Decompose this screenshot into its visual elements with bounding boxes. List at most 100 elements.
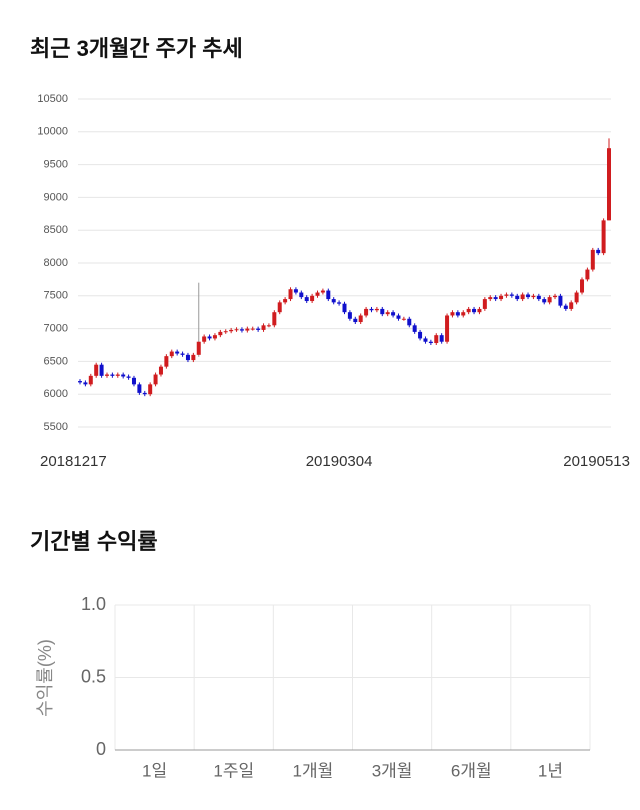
candle-body	[401, 318, 406, 320]
candle-body	[110, 374, 115, 376]
candle-body	[153, 374, 158, 385]
candle-body	[148, 384, 153, 395]
candle-body	[142, 392, 147, 395]
candle-body	[472, 308, 477, 313]
y-tick-label: 6000	[44, 388, 68, 400]
candle-body	[337, 302, 342, 304]
candle-body	[374, 308, 379, 311]
candle-body	[94, 364, 99, 376]
candle-body	[531, 295, 536, 298]
candle-body	[310, 295, 315, 302]
candle-body	[185, 354, 190, 361]
candle-body	[450, 312, 455, 316]
x-tick-label: 3개월	[372, 761, 413, 780]
candle-body	[574, 292, 579, 303]
candle-body	[288, 289, 293, 300]
x-tick-label: 1주일	[213, 761, 254, 780]
candle-body	[196, 341, 201, 355]
candle-body	[326, 290, 331, 300]
x-tick-label: 1년	[538, 761, 563, 780]
candle-body	[218, 331, 223, 336]
candle-body	[78, 381, 82, 383]
candle-body	[239, 329, 244, 331]
candle-body	[121, 374, 126, 377]
candle-body	[515, 295, 520, 300]
candle-body	[580, 279, 585, 293]
candle-body	[461, 312, 466, 316]
candle-body	[488, 297, 493, 300]
candle-body	[353, 318, 358, 323]
candle-body	[299, 292, 304, 298]
candle-body	[563, 305, 568, 309]
candle-body	[266, 325, 271, 327]
candle-body	[272, 312, 277, 326]
candle-body	[342, 303, 347, 313]
candle-body	[347, 312, 352, 319]
candle-body	[175, 351, 180, 354]
candle-body	[418, 331, 423, 339]
candle-body	[526, 294, 531, 298]
candle-body	[169, 351, 174, 357]
x-tick-label: 20190304	[306, 453, 373, 470]
y-axis-title: 수익률(%)	[35, 639, 55, 717]
y-tick-label: 0	[96, 739, 106, 759]
candle-body	[412, 325, 417, 332]
y-tick-label: 8500	[44, 224, 68, 236]
candle-body	[131, 377, 136, 385]
x-tick-label: 20181217	[40, 453, 107, 470]
x-tick-label: 6개월	[451, 761, 492, 780]
candle-body	[245, 328, 250, 331]
candle-body	[202, 336, 207, 342]
x-tick-label: 1일	[142, 761, 167, 780]
candle-body	[180, 353, 185, 355]
candle-body	[585, 269, 590, 280]
candle-body	[83, 382, 88, 385]
y-tick-label: 8000	[44, 257, 68, 269]
candle-body	[283, 299, 288, 303]
candle-body	[455, 312, 460, 316]
y-tick-label: 9500	[44, 159, 68, 171]
candle-body	[407, 318, 412, 326]
candle-body	[250, 328, 255, 330]
candle-body	[99, 364, 104, 376]
candle-body	[104, 374, 109, 376]
candle-body	[482, 299, 487, 309]
candle-body	[234, 329, 239, 331]
candle-body	[358, 315, 363, 323]
candle-body	[547, 297, 552, 303]
chart-title: 기간별 수익률	[30, 529, 158, 554]
candle-body	[320, 290, 325, 293]
candle-body	[553, 295, 558, 298]
candle-body	[391, 312, 396, 316]
candle-body	[229, 329, 234, 332]
candle-body	[364, 308, 369, 316]
candle-body	[439, 335, 444, 342]
y-tick-label: 7000	[44, 323, 68, 335]
candle-body	[607, 148, 611, 221]
candle-body	[499, 295, 504, 300]
candle-body	[191, 354, 196, 361]
candle-body	[256, 328, 261, 330]
candle-body	[212, 335, 217, 339]
candle-body	[428, 341, 433, 344]
candle-body	[277, 302, 282, 313]
candle-body	[207, 336, 212, 339]
candle-body	[331, 299, 336, 303]
candle-body	[601, 220, 606, 254]
candle-body	[137, 384, 142, 393]
candle-body	[558, 295, 563, 306]
candle-body	[369, 308, 374, 311]
candle-body	[569, 302, 574, 309]
candle-body	[596, 249, 601, 254]
candle-body	[536, 295, 541, 300]
y-tick-label: 0.5	[81, 666, 106, 686]
candle-body	[542, 299, 547, 303]
candle-body	[445, 315, 450, 342]
candle-body	[466, 308, 471, 313]
candle-body	[164, 356, 169, 367]
candle-body	[115, 374, 120, 376]
candle-body	[380, 308, 385, 315]
x-tick-label: 1개월	[293, 761, 334, 780]
